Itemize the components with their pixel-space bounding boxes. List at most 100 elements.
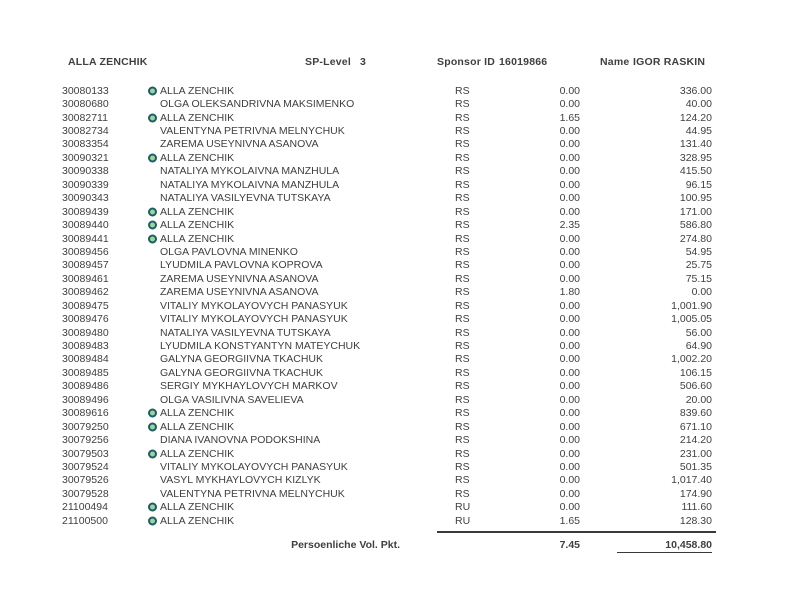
member-name-text: SERGIY MYKHAYLOVYCH MARKOV	[160, 380, 338, 393]
member-name-text: NATALIYA VASILYEVNA TUTSKAYA	[160, 192, 331, 205]
member-volume: 171.00	[679, 205, 712, 218]
totals-label: Persoenliche Vol. Pkt.	[291, 539, 400, 551]
member-code: RS	[455, 192, 470, 205]
table-row: 30089457 LYUDMILA PAVLOVNA KOPROVA RS 0.00 2…	[62, 259, 712, 272]
member-points: 0.00	[559, 232, 580, 245]
member-volume: 839.60	[679, 407, 712, 420]
member-marker-icon	[148, 207, 157, 217]
member-id: 30079524	[62, 460, 109, 473]
member-points: 0.00	[559, 125, 580, 138]
member-name: NATALIYA MYKOLAIVNA MANZHULA	[148, 179, 440, 191]
table-row: 30089476 VITALIY MYKOLAYOVYCH PANASYUK RS 0…	[62, 312, 712, 325]
member-id: 30089485	[62, 366, 109, 379]
member-points: 0.00	[559, 178, 580, 191]
member-volume: 96.15	[685, 178, 712, 191]
table-row: 30090338 NATALIYA MYKOLAIVNA MANZHULA RS 0.…	[62, 165, 712, 178]
member-name-text: ZAREMA USEYNIVNA ASANOVA	[160, 272, 319, 285]
member-points: 0.00	[559, 245, 580, 258]
member-id: 30080680	[62, 98, 109, 111]
member-name: LYUDMILA PAVLOVNA KOPROVA	[148, 259, 440, 271]
member-volume: 56.00	[685, 326, 712, 339]
member-code: RS	[455, 272, 470, 285]
member-name-text: ALLA ZENCHIK	[160, 111, 235, 124]
member-name-text: ALLA ZENCHIK	[160, 84, 235, 97]
member-id: 30089475	[62, 299, 109, 312]
member-name-text: LYUDMILA KONSTYANTYN MATEYCHUK	[160, 340, 361, 353]
table-row: 30080133 ALLA ZENCHIK RS 0.00 336.00	[62, 84, 712, 97]
member-code: RU	[455, 501, 471, 514]
member-points: 0.00	[559, 326, 580, 339]
member-code: RS	[455, 232, 470, 245]
member-code: RS	[455, 447, 470, 460]
member-volume: 124.20	[679, 111, 712, 124]
member-name: VALENTYNA PETRIVNA MELNYCHUK	[148, 125, 440, 137]
member-volume: 64.90	[685, 340, 712, 353]
member-code: RS	[455, 313, 470, 326]
member-code: RS	[455, 125, 470, 138]
member-points: 0.00	[559, 192, 580, 205]
volume-table: 30080133 ALLA ZENCHIK RS 0.00 336.00 30080680…	[62, 84, 712, 527]
member-code: RS	[455, 393, 470, 406]
member-code: RS	[455, 487, 470, 500]
table-row: 21100500 ALLA ZENCHIK RU 1.65 128.30	[62, 514, 712, 527]
member-volume: 1,001.90	[671, 299, 712, 312]
member-volume: 274.80	[679, 232, 712, 245]
member-name-text: DIANA IVANOVNA PODOKSHINA	[160, 434, 321, 447]
member-volume: 128.30	[679, 514, 712, 527]
totals-volume-value: 10,458.80	[617, 539, 712, 553]
table-row: 30079503 ALLA ZENCHIK RS 0.00 231.00	[62, 447, 712, 460]
report-owner-name: ALLA ZENCHIK	[68, 56, 148, 68]
member-code: RU	[455, 514, 471, 527]
member-volume: 336.00	[679, 84, 712, 97]
table-row: 30090339 NATALIYA MYKOLAIVNA MANZHULA RS 0.…	[62, 178, 712, 191]
member-name-text: OLGA VASILIVNA SAVELIEVA	[160, 393, 304, 406]
member-id: 30089496	[62, 393, 109, 406]
member-name-text: ALLA ZENCHIK	[160, 232, 235, 245]
member-name: ALLA ZENCHIK	[148, 448, 440, 460]
member-name: OLGA OLEKSANDRIVNA MAKSIMENKO	[148, 98, 440, 110]
table-row: 30089441 ALLA ZENCHIK RS 0.00 274.80	[62, 232, 712, 245]
table-row: 30089461 ZAREMA USEYNIVNA ASANOVA RS 0.00 75…	[62, 272, 712, 285]
member-volume: 54.95	[685, 245, 712, 258]
member-code: RS	[455, 434, 470, 447]
member-volume: 111.60	[681, 501, 712, 514]
member-marker-icon	[148, 502, 157, 512]
member-id: 30089439	[62, 205, 109, 218]
sponsor-id-label: Sponsor ID	[437, 56, 496, 68]
table-row: 30080680 OLGA OLEKSANDRIVNA MAKSIMENKO RS 0…	[62, 97, 712, 110]
member-points: 1.65	[559, 111, 580, 124]
member-name-text: OLGA PAVLOVNA MINENKO	[160, 245, 298, 258]
member-points: 0.00	[559, 340, 580, 353]
member-code: RS	[455, 286, 470, 299]
member-id: 30089483	[62, 340, 109, 353]
member-id: 30083354	[62, 138, 109, 151]
member-volume: 131.40	[679, 138, 712, 151]
sponsor-name-value: IGOR RASKIN	[633, 56, 706, 68]
member-volume: 75.15	[685, 272, 712, 285]
member-name: ZAREMA USEYNIVNA ASANOVA	[148, 138, 440, 150]
member-code: RS	[455, 219, 470, 232]
member-id: 30089484	[62, 353, 109, 366]
member-points: 0.00	[559, 98, 580, 111]
table-row: 30089462 ZAREMA USEYNIVNA ASANOVA RS 1.80 0.…	[62, 286, 712, 299]
member-id: 30079526	[62, 474, 109, 487]
member-name: NATALIYA VASILYEVNA TUTSKAYA	[148, 192, 440, 204]
member-name: NATALIYA MYKOLAIVNA MANZHULA	[148, 165, 440, 177]
member-code: RS	[455, 151, 470, 164]
member-id: 30079256	[62, 434, 109, 447]
member-id: 30089457	[62, 259, 109, 272]
table-row: 30089616 ALLA ZENCHIK RS 0.00 839.60	[62, 407, 712, 420]
member-points: 0.00	[559, 447, 580, 460]
member-code: RS	[455, 245, 470, 258]
table-row: 30089439 ALLA ZENCHIK RS 0.00 171.00	[62, 205, 712, 218]
sp-level-value: 3	[360, 56, 367, 68]
member-name: ZAREMA USEYNIVNA ASANOVA	[148, 273, 440, 285]
member-volume: 231.00	[679, 447, 712, 460]
member-code: RS	[455, 474, 470, 487]
member-name-text: ALLA ZENCHIK	[160, 219, 235, 232]
totals-points-value: 7.45	[559, 539, 580, 551]
member-name: NATALIYA VASILYEVNA TUTSKAYA	[148, 327, 440, 339]
member-code: RS	[455, 420, 470, 433]
member-volume: 506.60	[679, 380, 712, 393]
sponsor-name-label: Name	[600, 56, 630, 68]
